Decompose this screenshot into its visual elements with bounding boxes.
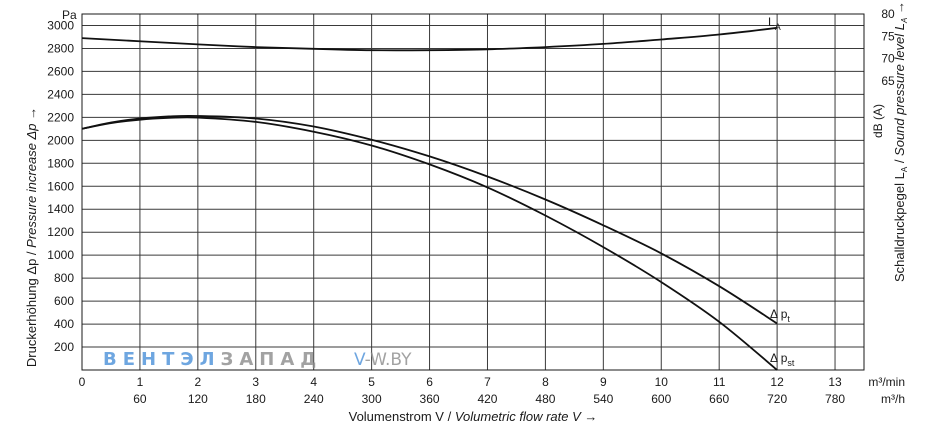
right-tick-label: 75: [881, 29, 895, 43]
curve-label-la: LA: [768, 15, 781, 32]
curves: [81, 26, 778, 371]
left-tick-label: 2200: [47, 110, 74, 124]
left-tick-label: 200: [54, 340, 74, 354]
x-tick-label-secondary: 240: [304, 392, 324, 406]
left-axis-ticks: 200 400 600 800 1000 1200 1400 1600 1800 2000 2200…: [47, 18, 74, 354]
watermark-url-prefix: V: [354, 350, 366, 370]
left-tick-label: 2600: [47, 64, 74, 78]
x-tick-label-primary: 3: [252, 375, 259, 389]
curve-label-sub: A: [775, 22, 781, 32]
left-tick-label: 400: [54, 317, 74, 331]
x-tick-label-primary: 2: [195, 375, 202, 389]
grid: [82, 14, 864, 370]
left-tick-label: 3000: [47, 18, 74, 32]
right-axis-title-en: Sound pressure level L: [892, 23, 907, 156]
curve-label-sub: t: [787, 314, 790, 324]
curve-label-main: L: [768, 15, 775, 29]
left-tick-label: 1400: [47, 202, 74, 216]
watermark-brand: ВЕНТЭЛЗАПАД: [103, 349, 322, 370]
left-tick-label: 1000: [47, 248, 74, 262]
x-tick-label-primary: 1: [137, 375, 144, 389]
left-tick-label: 600: [54, 294, 74, 308]
right-axis-title-sep: /: [892, 156, 907, 167]
x-axis-title-de: Volumenstrom V /: [349, 409, 455, 424]
watermark-brand-gray: ЗАПАД: [221, 349, 323, 370]
x-tick-label-primary: 13: [828, 375, 842, 389]
left-tick-label: 1200: [47, 225, 74, 239]
x-tick-label-primary: 12: [770, 375, 784, 389]
x-tick-label-secondary: 660: [709, 392, 729, 406]
x-tick-label-secondary: 480: [535, 392, 555, 406]
x-tick-label-secondary: 300: [362, 392, 382, 406]
x-tick-label-secondary: 600: [651, 392, 671, 406]
x-axis-title-en: Volumetric flow rate V →: [455, 409, 598, 424]
right-axis-title-sub2: A: [900, 18, 909, 24]
curve-delta-pt: [81, 114, 778, 325]
right-axis-title-de: Schalldruckpegel L: [892, 172, 907, 282]
watermark-url-rest: -W.BY: [365, 350, 412, 370]
x-tick-label-secondary: 60: [133, 392, 147, 406]
x-tick-label-primary: 9: [600, 375, 607, 389]
curve-label-main: Δ p: [770, 307, 788, 321]
x-tick-label-secondary: 360: [420, 392, 440, 406]
left-tick-label: 1800: [47, 156, 74, 170]
x-tick-label-primary: 4: [310, 375, 317, 389]
left-tick-label: 2400: [47, 87, 74, 101]
curve-delta-pst: [81, 116, 778, 371]
left-tick-label: 2000: [47, 133, 74, 147]
x-tick-label-secondary: 420: [477, 392, 497, 406]
left-axis-title-de: Druckerhöhung Δp /: [24, 248, 39, 367]
left-axis-title-en: Pressure increase Δp →: [24, 107, 39, 248]
curve-label-sub: st: [787, 358, 795, 368]
x-axis-ticks: 0 1 60 2 120 3 180 4 240 5 300 6 360 7 420 8 480 9 540 10 60…: [79, 375, 846, 406]
curve-label-delta-pt: Δ pt: [770, 307, 790, 324]
plot-frame: [81, 13, 865, 371]
left-axis-title: Druckerhöhung Δp / Pressure increase Δp …: [24, 107, 39, 367]
watermark-brand-blue: ВЕНТЭЛ: [103, 349, 221, 370]
watermark: ВЕНТЭЛЗАПАД V-W.BY: [103, 349, 412, 370]
right-axis-title: Schalldruckpegel LA / Sound pressure lev…: [892, 1, 909, 282]
x-tick-label-secondary: 720: [767, 392, 787, 406]
left-tick-label: 1600: [47, 179, 74, 193]
x-tick-label-secondary: 120: [188, 392, 208, 406]
curve-label-main: Δ p: [770, 351, 788, 365]
watermark-url: V-W.BY: [354, 350, 412, 370]
right-axis-ticks: 65 70 75 80: [881, 7, 895, 88]
curve-label-delta-pst: Δ pst: [770, 351, 795, 368]
x-tick-label-secondary: 540: [593, 392, 613, 406]
right-tick-label: 70: [881, 52, 895, 66]
x-tick-label-secondary: 780: [825, 392, 845, 406]
x-axis-unit-primary: m³/min: [868, 375, 905, 389]
x-tick-label-primary: 6: [426, 375, 433, 389]
right-tick-label: 80: [881, 7, 895, 21]
x-axis-unit-secondary: m³/h: [881, 392, 905, 406]
x-tick-label-primary: 5: [368, 375, 375, 389]
x-tick-label-primary: 11: [713, 375, 726, 389]
right-axis-title-arrow: →: [892, 1, 907, 18]
x-tick-label-secondary: 180: [246, 392, 266, 406]
x-tick-label-primary: 10: [655, 375, 669, 389]
x-tick-label-primary: 0: [79, 375, 86, 389]
left-tick-label: 2800: [47, 41, 74, 55]
left-tick-label: 800: [54, 271, 74, 285]
right-axis-unit: dB (A): [871, 104, 885, 138]
right-axis-title-sub1: A: [900, 166, 909, 172]
curve-la: [81, 26, 778, 52]
x-tick-label-primary: 7: [484, 375, 491, 389]
right-tick-label: 65: [881, 74, 895, 88]
x-tick-label-primary: 8: [542, 375, 549, 389]
left-axis-unit: Pa: [62, 8, 77, 22]
x-axis-title: Volumenstrom V / Volumetric flow rate V …: [349, 409, 598, 424]
